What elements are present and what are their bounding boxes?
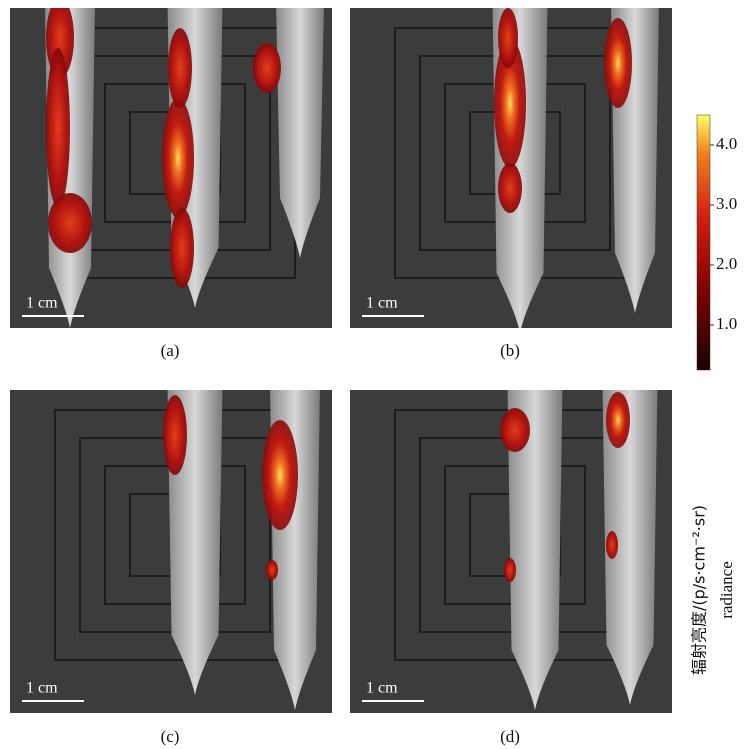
colorbar-label: 辐射亮度/(p/s·cm⁻²·sr) bbox=[690, 505, 709, 675]
figure: 辐射亮度/(p/s·cm⁻²·sr) radiance 1 cm (a) 1 cm (… bbox=[0, 0, 751, 749]
fluorescence bbox=[604, 18, 632, 108]
fluorescence bbox=[162, 98, 194, 218]
fluorescence bbox=[498, 163, 522, 213]
tick-label: 3.0 bbox=[716, 194, 737, 213]
panel-label: (a) bbox=[161, 341, 180, 360]
photo: 1 cm bbox=[10, 385, 332, 713]
fluorescence bbox=[168, 28, 192, 108]
colorbar-sublabel: radiance bbox=[717, 561, 736, 619]
scale-bar-label: 1 cm bbox=[366, 295, 398, 312]
scale-bar-label: 1 cm bbox=[26, 295, 58, 312]
photo-content bbox=[10, 385, 332, 713]
fluorescence bbox=[253, 43, 281, 93]
photo-content bbox=[350, 3, 672, 333]
fluorescence bbox=[500, 408, 530, 452]
panel-label: (c) bbox=[161, 727, 180, 746]
fluorescence bbox=[163, 395, 187, 475]
fluorescence bbox=[504, 558, 516, 582]
fluorescence bbox=[170, 208, 194, 288]
colorbar bbox=[697, 115, 710, 370]
photo: 1 cm bbox=[350, 3, 672, 333]
page: body { margin: 0; background: #fff; font… bbox=[0, 0, 751, 749]
photo-content bbox=[350, 385, 672, 713]
tick-label: 4.0 bbox=[716, 134, 737, 153]
fluorescence bbox=[498, 8, 518, 68]
fluorescence bbox=[46, 48, 70, 208]
fluorescence bbox=[606, 531, 618, 559]
fluorescence bbox=[262, 420, 298, 530]
panel-label: (b) bbox=[500, 341, 520, 360]
photo: 1 cm bbox=[10, 0, 332, 328]
tick-label: 2.0 bbox=[716, 254, 737, 273]
scale-bar-label: 1 cm bbox=[26, 680, 58, 697]
fluorescence bbox=[48, 193, 92, 253]
photo-content bbox=[10, 0, 332, 328]
fluorescence bbox=[266, 560, 278, 580]
photo: 1 cm bbox=[350, 385, 672, 713]
fluorescence bbox=[606, 392, 630, 448]
tick-label: 1.0 bbox=[716, 314, 737, 333]
body: {"panels": [ {"label": "(a)", "scale": "… bbox=[0, 0, 751, 749]
scale-bar-label: 1 cm bbox=[366, 680, 398, 697]
panel-label: (d) bbox=[500, 727, 520, 746]
